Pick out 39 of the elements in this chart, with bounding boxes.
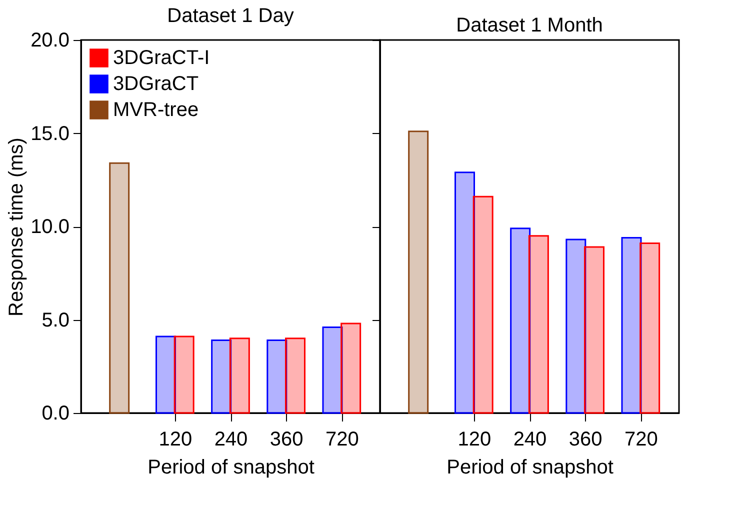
x-tick-label: 120 bbox=[458, 428, 492, 450]
y-tick-label: 0.0 bbox=[42, 402, 70, 424]
chart-title: Dataset 1 Month bbox=[456, 14, 603, 36]
x-tick-label: 240 bbox=[513, 428, 547, 450]
x-tick-label: 360 bbox=[270, 428, 304, 450]
x-axis-title: Period of snapshot bbox=[148, 456, 315, 478]
y-tick-label: 15.0 bbox=[30, 122, 70, 145]
x-tick-label: 360 bbox=[568, 428, 602, 450]
bar bbox=[284, 338, 306, 414]
legend-label: 3DGraCT-I bbox=[113, 47, 210, 69]
x-tick-label: 720 bbox=[624, 428, 658, 450]
y-tick-label: 20.0 bbox=[30, 30, 70, 52]
x-axis-title: Period of snapshot bbox=[446, 456, 614, 478]
bar bbox=[528, 235, 549, 414]
bar bbox=[566, 238, 586, 414]
bar bbox=[584, 246, 604, 414]
bar bbox=[156, 336, 176, 414]
bar bbox=[640, 242, 660, 414]
y-tick-label: 10.0 bbox=[30, 216, 70, 238]
bar bbox=[229, 338, 250, 414]
bar bbox=[454, 172, 476, 414]
y-tick-label: 5.0 bbox=[42, 309, 70, 332]
bar bbox=[211, 340, 232, 414]
x-tick-label: 240 bbox=[214, 428, 248, 450]
chart-title: Dataset 1 Day bbox=[167, 5, 294, 27]
bar bbox=[174, 336, 194, 414]
bar bbox=[109, 162, 130, 414]
bar bbox=[472, 196, 494, 414]
y-axis-title: Response time (ms) bbox=[6, 138, 28, 316]
x-tick-label: 720 bbox=[325, 428, 359, 450]
legend-label: MVR-tree bbox=[113, 99, 199, 121]
bar bbox=[266, 340, 288, 414]
x-tick-label: 120 bbox=[158, 428, 192, 450]
bar bbox=[340, 322, 362, 414]
bar bbox=[510, 228, 531, 414]
legend-label: 3DGraCT bbox=[113, 73, 199, 95]
bar bbox=[621, 236, 642, 414]
bar bbox=[322, 326, 343, 414]
bar bbox=[408, 130, 429, 414]
